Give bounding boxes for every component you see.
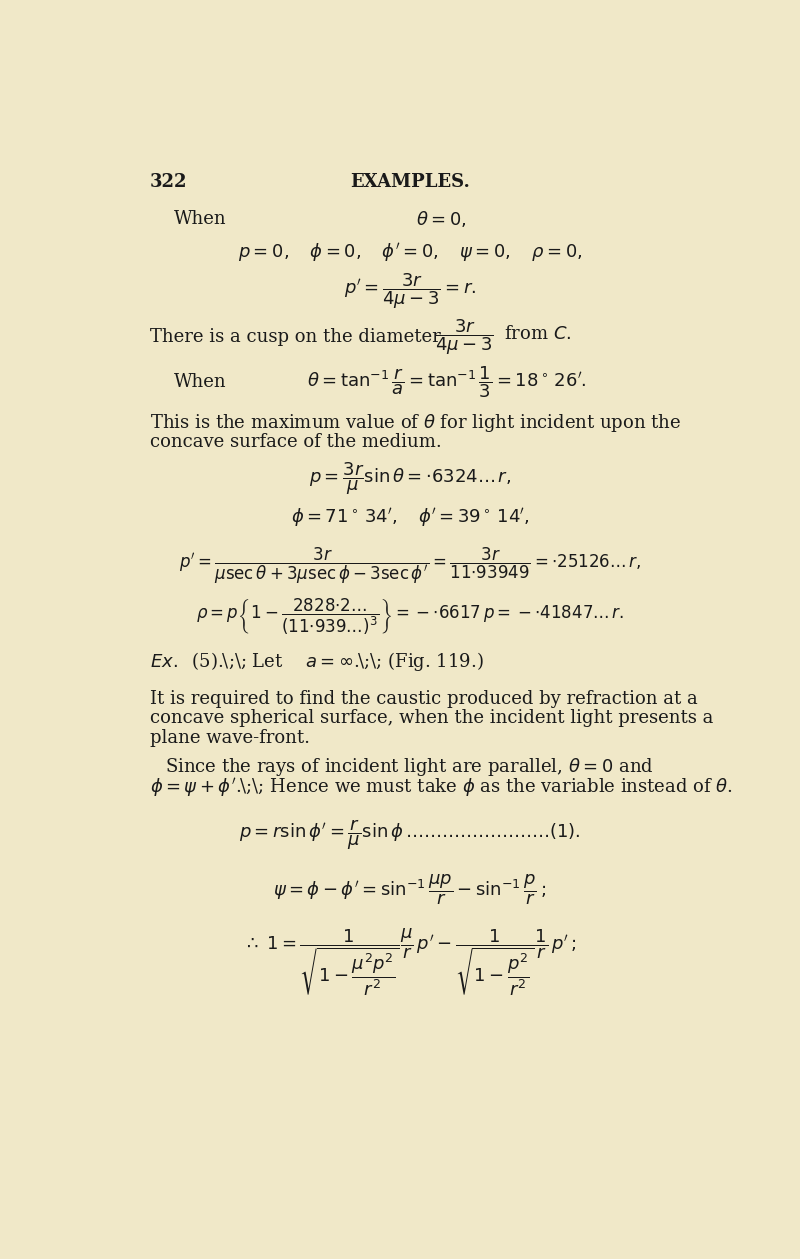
Text: $p' = \dfrac{3r}{\mu\sec\theta + 3\mu\sec\phi - 3\sec\phi'} = \dfrac{3r}{11{\cdo: $p' = \dfrac{3r}{\mu\sec\theta + 3\mu\se… xyxy=(178,546,642,587)
Text: $\dfrac{3r}{4\mu - 3}\;$ from $C.$: $\dfrac{3r}{4\mu - 3}\;$ from $C.$ xyxy=(435,317,571,358)
Text: $\therefore\; 1 = \dfrac{1}{\sqrt{1 - \dfrac{\mu^2 p^2}{r^2}}}\dfrac{\mu}{r}\,p': $\therefore\; 1 = \dfrac{1}{\sqrt{1 - \d… xyxy=(243,927,577,998)
Text: It is required to find the caustic produced by refraction at a: It is required to find the caustic produ… xyxy=(150,690,698,708)
Text: $p = r\sin\phi' = \dfrac{r}{\mu}\sin\phi\,\ldots\ldots\ldots\ldots\ldots\ldots\l: $p = r\sin\phi' = \dfrac{r}{\mu}\sin\phi… xyxy=(239,817,581,852)
Text: concave surface of the medium.: concave surface of the medium. xyxy=(150,433,442,451)
Text: concave spherical surface, when the incident light presents a: concave spherical surface, when the inci… xyxy=(150,709,713,728)
Text: $p' = \dfrac{3r}{4\mu - 3} = r.$: $p' = \dfrac{3r}{4\mu - 3} = r.$ xyxy=(344,272,476,311)
Text: $\theta = 0,$: $\theta = 0,$ xyxy=(416,209,466,229)
Text: plane wave-front.: plane wave-front. xyxy=(150,729,310,747)
Text: EXAMPLES.: EXAMPLES. xyxy=(350,172,470,191)
Text: Since the rays of incident light are parallel, $\theta = 0$ and: Since the rays of incident light are par… xyxy=(165,755,654,778)
Text: When: When xyxy=(174,373,227,390)
Text: 322: 322 xyxy=(150,172,187,191)
Text: $\phi = 71^\circ\, 34', \quad \phi' = 39^\circ\, 14',$: $\phi = 71^\circ\, 34', \quad \phi' = 39… xyxy=(290,506,530,529)
Text: This is the maximum value of $\theta$ for light incident upon the: This is the maximum value of $\theta$ fo… xyxy=(150,412,681,433)
Text: $p = \dfrac{3r}{\mu}\sin\theta = {\cdot}6324\ldots\, r,$: $p = \dfrac{3r}{\mu}\sin\theta = {\cdot}… xyxy=(309,461,511,497)
Text: $\phi = \psi + \phi'$.\;\; Hence we must take $\phi$ as the variable instead of : $\phi = \psi + \phi'$.\;\; Hence we must… xyxy=(150,777,733,799)
Text: When: When xyxy=(174,210,227,228)
Text: $\psi = \phi - \phi' = \sin^{-1}\dfrac{\mu p}{r} - \sin^{-1}\dfrac{p}{r}\,;$: $\psi = \phi - \phi' = \sin^{-1}\dfrac{\… xyxy=(274,872,546,906)
Text: $\rho = p\left\{1 - \dfrac{2828{\cdot}2\ldots}{(11{\cdot}939\ldots)^3}\right\} =: $\rho = p\left\{1 - \dfrac{2828{\cdot}2\… xyxy=(196,597,624,637)
Text: $\theta = \tan^{-1}\dfrac{r}{a} = \tan^{-1}\dfrac{1}{3} = 18^\circ\, 26'.$: $\theta = \tan^{-1}\dfrac{r}{a} = \tan^{… xyxy=(307,364,587,399)
Text: $\mathit{Ex.}\;$ (5).\;\; Let $\quad a = \infty$.\;\; (Fig. 119.): $\mathit{Ex.}\;$ (5).\;\; Let $\quad a =… xyxy=(150,651,483,674)
Text: $p = 0, \quad \phi = 0, \quad \phi' = 0, \quad \psi = 0, \quad \rho = 0,$: $p = 0, \quad \phi = 0, \quad \phi' = 0,… xyxy=(238,242,582,264)
Text: There is a cusp on the diameter: There is a cusp on the diameter xyxy=(150,329,440,346)
